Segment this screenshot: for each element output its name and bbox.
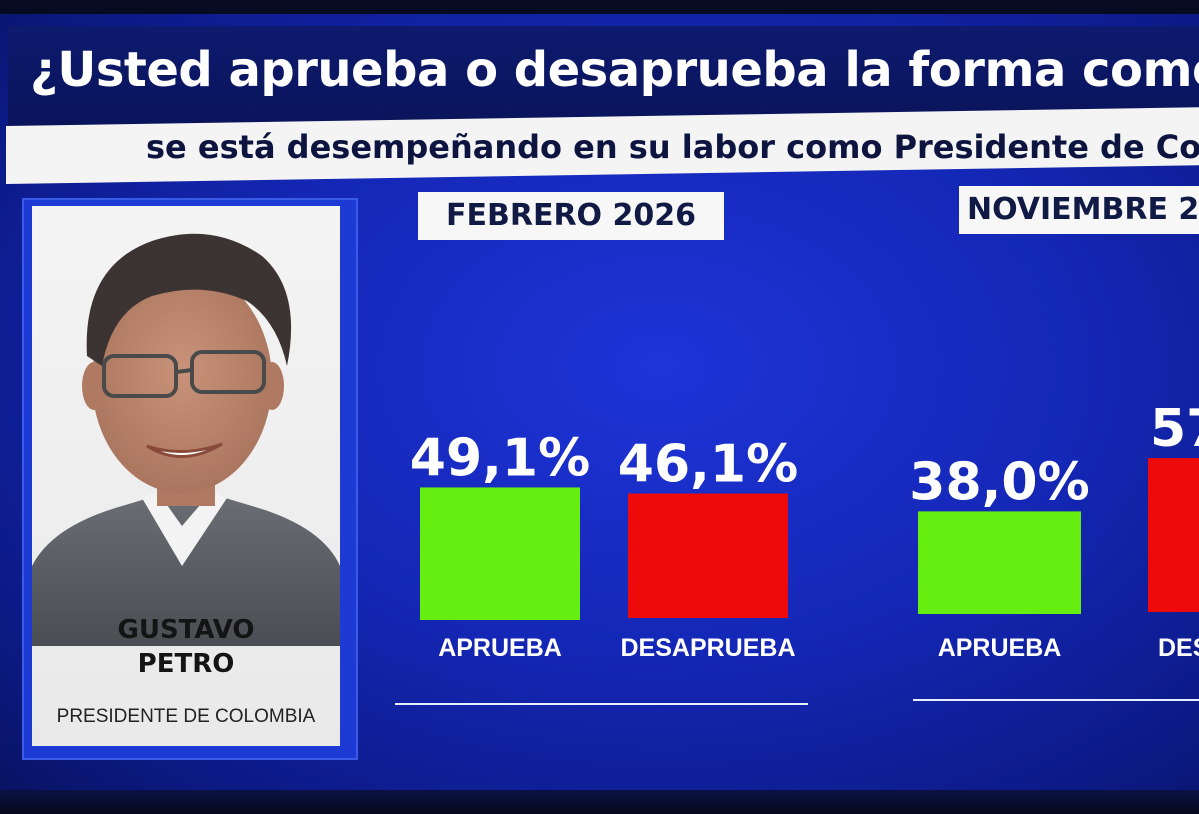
- category-label: DESAPRUEBA: [620, 634, 795, 662]
- screen-bottom-edge: [0, 790, 1199, 814]
- category-label: APRUEBA: [438, 634, 562, 662]
- bar-1-desaprueba: [628, 493, 788, 618]
- person-name-first: GUSTAVO: [117, 615, 255, 645]
- bar-value-label: 49,1%: [410, 428, 590, 488]
- category-label: DESA: [1158, 634, 1199, 662]
- bar-2-desa: [1148, 458, 1199, 612]
- bar-value-label: 38,0%: [909, 452, 1089, 512]
- page-subtitle: se está desempeñando en su labor como Pr…: [146, 128, 1199, 166]
- person-role: PRESIDENTE DE COLOMBIA: [56, 706, 316, 727]
- page-title: ¿Usted aprueba o desaprueba la forma com…: [30, 42, 1199, 98]
- portrait-photo: [32, 233, 340, 646]
- period-label-2: NOVIEMBRE 20: [959, 186, 1199, 234]
- person-name-last: PETRO: [137, 649, 235, 679]
- bar-value-label: 57: [1150, 399, 1199, 459]
- bar-2-aprueba: [918, 511, 1081, 614]
- period-label-1: FEBRERO 2026: [418, 192, 724, 240]
- bar-1-aprueba: [420, 487, 580, 620]
- screen-top-edge: [0, 0, 1199, 14]
- category-label: APRUEBA: [938, 634, 1062, 662]
- bar-value-label: 46,1%: [618, 435, 798, 495]
- portrait-card: GUSTAVO PETRO PRESIDENTE DE COLOMBIA: [32, 206, 340, 746]
